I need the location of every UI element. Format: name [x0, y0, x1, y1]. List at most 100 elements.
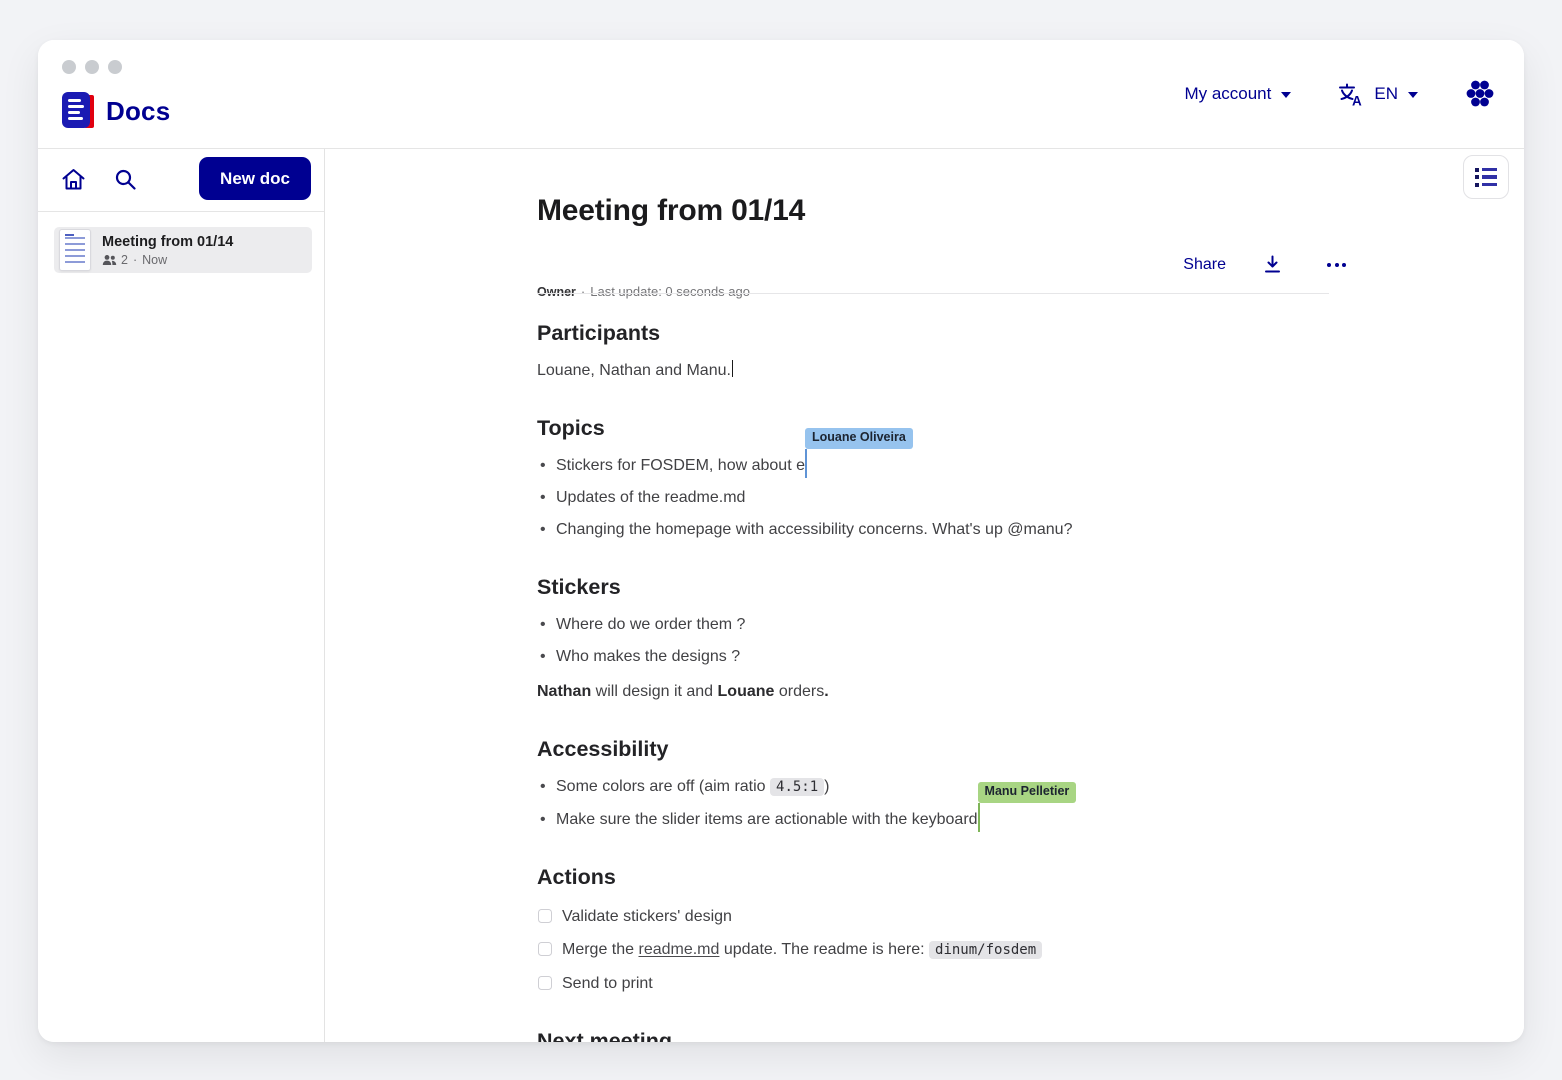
doc-text: Louane, Nathan and Manu.: [537, 362, 731, 379]
doc-link[interactable]: readme.md: [638, 941, 720, 958]
bullet-item: Updates of the readme.md: [537, 487, 1329, 508]
todo-checkbox[interactable]: [538, 976, 552, 990]
doc-bold-text: .: [824, 683, 829, 700]
language-label: EN: [1374, 84, 1398, 103]
doc-text: Stickers for FOSDEM, how about e: [556, 457, 805, 474]
todo-checkbox[interactable]: [538, 909, 552, 923]
home-icon: [62, 169, 85, 190]
language-selector[interactable]: A EN: [1333, 78, 1422, 111]
window-control-dot: [62, 60, 76, 74]
app-logo: Docs: [62, 92, 170, 130]
search-button[interactable]: [107, 161, 144, 198]
app-name: Docs: [106, 95, 171, 126]
title-divider: [537, 293, 1329, 294]
window-controls: [62, 60, 122, 74]
kebab-icon: [1323, 259, 1350, 271]
todo-text: Validate stickers' design: [562, 906, 732, 927]
bullet-item: Make sure the slider items are actionabl…: [537, 782, 1329, 832]
window-control-dot: [85, 60, 99, 74]
doc-text: update. The readme is here:: [719, 941, 930, 958]
remote-caret: [977, 803, 981, 832]
doc-meta-separator: ·: [132, 252, 138, 267]
my-account-label: My account: [1184, 84, 1272, 103]
doc-text: Send to print: [562, 975, 653, 992]
more-options-button[interactable]: [1317, 253, 1356, 277]
sidebar-toolbar: New doc: [38, 148, 324, 212]
app-launcher-icon: [1466, 80, 1494, 107]
download-icon: [1265, 255, 1280, 273]
doc-text: Who makes the designs ?: [556, 648, 741, 665]
section-heading: Accessibility: [537, 737, 669, 761]
section-heading: Next meeting: [537, 1029, 673, 1042]
todo-text: Send to print: [562, 973, 653, 994]
text-caret: [731, 360, 734, 377]
remote-cursor-label: Manu Pelletier: [977, 782, 1077, 803]
doc-thumbnail-icon: [59, 229, 91, 271]
doc-updated: Now: [142, 252, 168, 267]
sidebar: New doc Meeting from 01/14 2 ·: [38, 148, 325, 1042]
doc-item-meta: 2 · Now: [102, 253, 233, 267]
remote-caret: [804, 449, 808, 478]
app-window: Docs My account A EN: [38, 40, 1524, 1042]
document-editor[interactable]: Participants Louane, Nathan and Manu. Topi…: [537, 294, 1329, 1042]
bullet-item: Stickers for FOSDEM, how about e Louane O…: [537, 428, 1329, 478]
document-actions: Share: [1181, 248, 1356, 281]
inline-code: 4.5:1: [770, 778, 825, 796]
todo-item: Validate stickers' design: [537, 906, 1329, 927]
last-update-text: Last update: 0 seconds ago: [590, 284, 750, 299]
paragraph: Louane, Nathan and Manu.: [537, 360, 1329, 381]
new-doc-button[interactable]: New doc: [199, 157, 311, 200]
header-actions: My account A EN: [1180, 40, 1500, 148]
app-header: Docs My account A EN: [38, 40, 1524, 149]
doc-text: Updates of the readme.md: [556, 489, 746, 506]
table-of-contents-button[interactable]: [1463, 155, 1509, 199]
doc-text: Validate stickers' design: [562, 908, 732, 925]
todo-text: Merge the readme.md update. The readme i…: [562, 939, 1043, 961]
section-heading: Topics: [537, 416, 605, 440]
share-button[interactable]: Share: [1181, 254, 1228, 276]
doc-text: Make sure the slider items are actionabl…: [556, 811, 978, 828]
docs-logo-icon: [62, 92, 94, 130]
owner-badge: Owner: [537, 285, 576, 299]
home-button[interactable]: [54, 160, 93, 199]
doc-text: ): [824, 778, 830, 795]
doc-text: Where do we order them ?: [556, 616, 746, 633]
bullet-item: Some colors are off (aim ratio 4.5:1): [537, 776, 1329, 798]
doc-bold-text: Louane: [717, 683, 775, 700]
todo-item: Send to print: [537, 973, 1329, 994]
doc-text: Merge the: [562, 941, 639, 958]
doc-members-count: 2: [121, 252, 128, 267]
doc-text: Changing the homepage with accessibility…: [556, 521, 1073, 538]
members-icon: [102, 254, 117, 265]
meta-separator: ·: [580, 284, 586, 299]
main-panel: Meeting from 01/14 Owner · Last update: …: [325, 148, 1524, 1042]
inline-code: dinum/fosdem: [929, 941, 1043, 959]
bullet-item: Where do we order them ?: [537, 614, 1329, 635]
bullet-item: Who makes the designs ?: [537, 646, 1329, 667]
doc-item-title: Meeting from 01/14: [102, 233, 234, 250]
window-control-dot: [108, 60, 122, 74]
bullet-item: Changing the homepage with accessibility…: [537, 519, 1329, 540]
section-heading: Participants: [537, 321, 661, 345]
bullet-list: Where do we order them ? Who makes the de…: [537, 614, 1329, 667]
doc-text: will design it and: [591, 683, 718, 700]
remote-cursor-label: Louane Oliveira: [804, 428, 913, 449]
download-button[interactable]: [1256, 248, 1289, 281]
document-meta: Owner · Last update: 0 seconds ago: [537, 284, 750, 299]
chevron-down-icon: [1408, 92, 1418, 98]
todo-checkbox[interactable]: [538, 942, 552, 956]
sidebar-doc-item[interactable]: Meeting from 01/14 2 · Now: [54, 227, 312, 273]
translate-icon: A: [1339, 83, 1362, 107]
todo-item: Merge the readme.md update. The readme i…: [537, 939, 1329, 961]
bullet-list: Some colors are off (aim ratio 4.5:1) Mak…: [537, 776, 1329, 832]
my-account-button[interactable]: My account: [1180, 80, 1295, 108]
chevron-down-icon: [1281, 92, 1292, 98]
svg-text:A: A: [1352, 93, 1362, 107]
app-launcher-button[interactable]: [1460, 74, 1500, 114]
document-title: Meeting from 01/14: [537, 194, 806, 227]
doc-text: Some colors are off (aim ratio: [556, 778, 771, 795]
search-icon: [115, 169, 136, 190]
doc-text: orders: [774, 683, 825, 700]
doc-bold-text: Nathan: [537, 683, 592, 700]
paragraph: Nathan will design it and Louane orders.: [537, 681, 1329, 702]
